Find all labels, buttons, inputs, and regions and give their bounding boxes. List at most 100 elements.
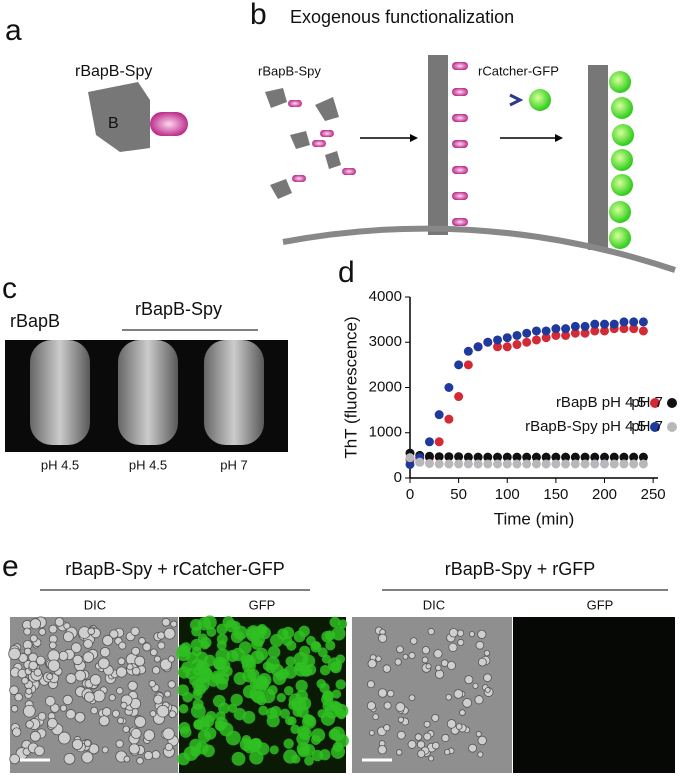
gfp-cell — [205, 710, 217, 722]
free-tags — [288, 100, 356, 182]
data-point — [424, 451, 434, 461]
gfp-cell — [257, 672, 272, 687]
cell — [9, 753, 20, 765]
cell — [425, 663, 432, 670]
data-point — [570, 328, 580, 338]
data-point — [619, 459, 629, 469]
cell — [98, 715, 110, 727]
gfp-cell — [283, 686, 294, 696]
cell — [475, 640, 485, 650]
cell — [368, 729, 375, 736]
cell — [35, 655, 46, 666]
data-point — [619, 317, 629, 327]
cell — [161, 617, 171, 627]
cell — [395, 702, 406, 712]
cell — [408, 651, 416, 660]
cell — [11, 727, 22, 737]
gfp-cell — [316, 679, 326, 689]
data-point — [522, 452, 532, 462]
data-point — [473, 452, 483, 462]
cell — [130, 626, 140, 636]
data-point — [405, 453, 415, 463]
cell — [484, 687, 491, 693]
cell — [417, 749, 426, 758]
data-point — [580, 452, 590, 462]
data-point — [493, 452, 503, 462]
cell — [456, 629, 465, 637]
cell — [477, 629, 487, 639]
cell — [396, 730, 406, 740]
data-point — [580, 321, 590, 331]
data-point — [531, 452, 541, 462]
data-point — [434, 410, 444, 420]
cell — [153, 694, 164, 705]
data-point — [541, 326, 551, 336]
gfp-cell — [233, 672, 247, 686]
data-point — [493, 459, 503, 469]
gfp-cell — [230, 693, 243, 707]
protein-shape — [88, 82, 150, 152]
cell — [90, 706, 99, 715]
cell — [115, 739, 124, 748]
data-point — [463, 360, 473, 370]
legend-label: rBapB-Spy pH 4.5 — [525, 418, 646, 435]
data-point — [454, 392, 464, 402]
cell — [446, 719, 457, 729]
data-point — [483, 452, 493, 462]
data-point — [454, 452, 464, 462]
cell — [46, 673, 54, 681]
gfp-cell — [177, 684, 189, 697]
data-point — [454, 360, 464, 370]
data-point — [444, 383, 454, 392]
data-point — [600, 326, 610, 336]
cell — [123, 755, 131, 763]
tubes — [30, 340, 264, 445]
fiber-tagged — [428, 55, 468, 235]
data-point — [531, 326, 541, 336]
gfp-cell — [285, 656, 296, 667]
cell — [423, 720, 431, 728]
gfp-cell — [222, 616, 235, 628]
cell — [468, 743, 478, 753]
cell — [372, 713, 379, 721]
y-tick-label: 4000 — [369, 288, 402, 305]
cell — [74, 669, 87, 682]
cell — [383, 724, 391, 732]
cell — [25, 687, 33, 695]
cell — [477, 751, 484, 758]
cell — [10, 705, 19, 713]
cell — [151, 750, 161, 760]
gfp-cell — [231, 751, 246, 766]
label: rBapB-Spy — [258, 63, 321, 78]
legend-label: rBapB pH 4.5 — [556, 394, 646, 411]
data-point — [463, 346, 473, 356]
data-point — [502, 459, 512, 469]
cell — [63, 752, 76, 765]
gfp-cell — [311, 749, 324, 762]
cell — [58, 651, 69, 661]
data-point — [541, 452, 551, 462]
data-point — [638, 326, 648, 336]
gfp-cell — [332, 741, 344, 753]
gfp-cell — [176, 646, 191, 662]
cell — [462, 698, 472, 708]
data-point — [551, 459, 561, 469]
cell — [378, 633, 388, 643]
cell — [453, 689, 464, 699]
cell — [23, 647, 32, 656]
cell — [28, 660, 38, 671]
data-point — [551, 452, 561, 462]
panel-letter: c — [2, 272, 17, 305]
cell — [83, 639, 93, 649]
chart: 0 1000 2000 3000 4000 0 50 100 150 200 250 Time (mi… — [341, 288, 677, 528]
data-point — [502, 342, 512, 352]
cell — [143, 729, 156, 741]
data-point — [502, 333, 512, 343]
cell — [421, 656, 429, 664]
cell — [29, 730, 41, 742]
cell — [150, 648, 158, 657]
cell — [74, 711, 86, 723]
cell — [409, 637, 418, 645]
cell — [142, 642, 152, 652]
cell — [383, 701, 392, 710]
